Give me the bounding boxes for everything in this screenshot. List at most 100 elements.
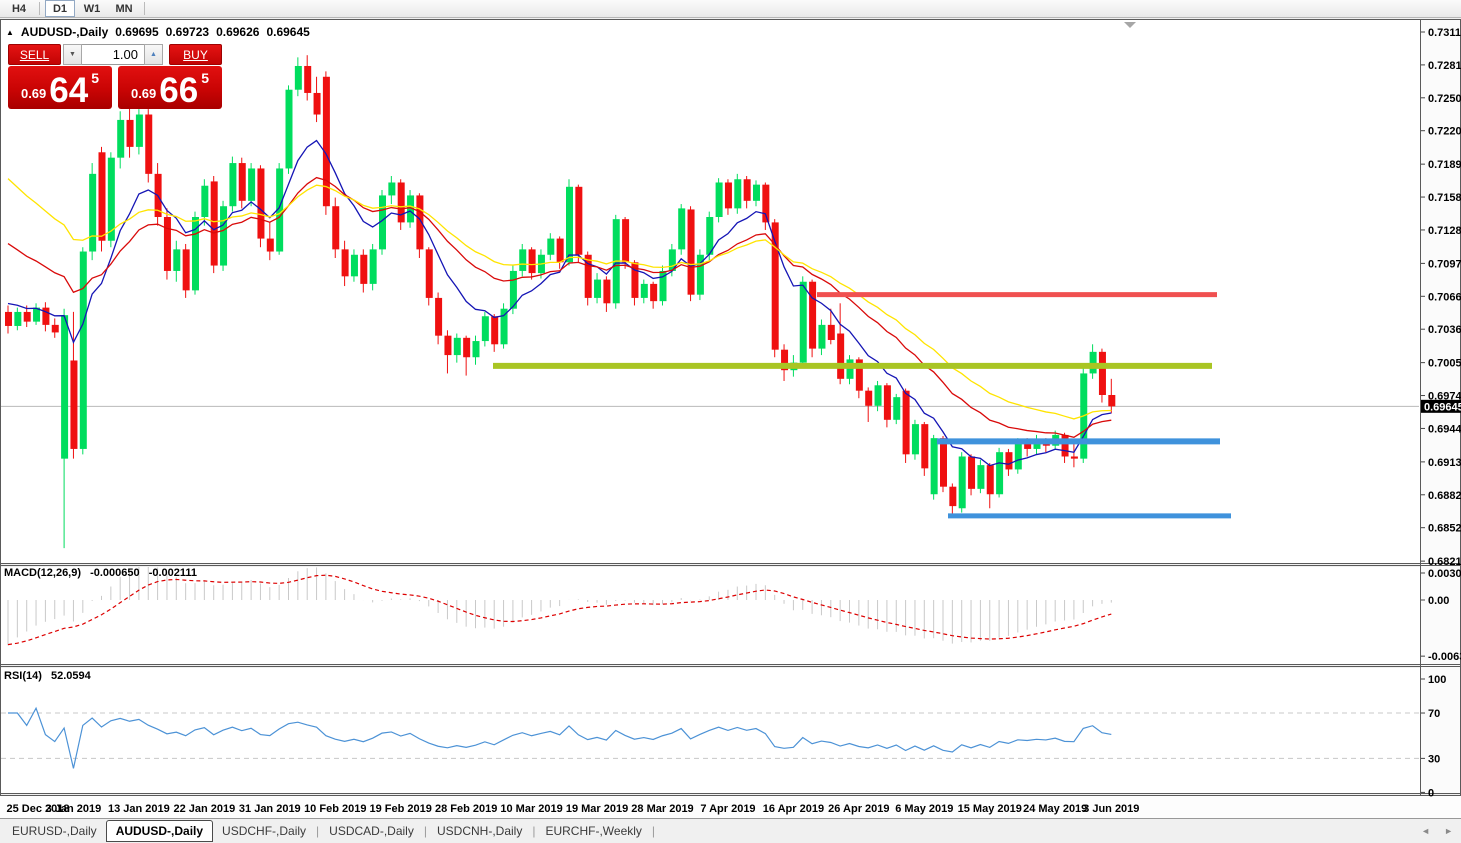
- chart-tab-eurchf-weekly[interactable]: EURCHF-,Weekly: [545, 823, 642, 838]
- candle-body: [229, 163, 237, 207]
- candle-body: [5, 311, 12, 326]
- candle-body: [556, 238, 564, 263]
- date-axis-label: 22 Jan 2019: [173, 803, 235, 815]
- candle-body: [61, 315, 69, 459]
- chart-shift-marker[interactable]: [1124, 22, 1136, 28]
- date-axis-label: 6 May 2019: [895, 803, 953, 815]
- axis-label: 0.69745: [1428, 391, 1461, 403]
- candle-body: [182, 249, 190, 291]
- pane-frame: [0, 19, 1461, 796]
- timeframe-button-W1[interactable]: W1: [83, 2, 101, 15]
- one-click-trading-panel: SELL ▼ ▲ BUY 0.69 64 5 0.69 66 5: [8, 44, 222, 109]
- candle-body: [594, 279, 602, 298]
- candle-body: [930, 438, 938, 495]
- pane-backgrounds: [0, 20, 1461, 818]
- candle-body: [51, 324, 59, 333]
- candle-body: [893, 397, 901, 420]
- axis-label: 0.71585: [1428, 192, 1461, 204]
- buy-price-display[interactable]: 0.69 66 5: [118, 66, 222, 109]
- chart-tab-eurusd-daily[interactable]: EURUSD-,Daily: [12, 823, 97, 838]
- volume-input[interactable]: [82, 44, 144, 65]
- candle-body: [678, 208, 686, 250]
- horizontal-lines-layer: [493, 292, 1231, 519]
- tab-scroll-right-button[interactable]: ►: [1444, 826, 1453, 836]
- candle-body: [734, 179, 742, 209]
- sell-price-display[interactable]: 0.69 64 5: [8, 66, 112, 109]
- volume-increase-button[interactable]: ▲: [144, 44, 163, 65]
- candle-body: [463, 337, 471, 358]
- candle-body: [1061, 434, 1069, 457]
- candle-body: [304, 65, 312, 93]
- candle-body: [14, 311, 22, 326]
- candle-body: [238, 163, 246, 201]
- candle-body: [837, 333, 845, 379]
- candle-body: [163, 217, 171, 271]
- candle-body: [584, 254, 592, 298]
- buy-button[interactable]: BUY: [169, 44, 222, 65]
- axis-label: -0.006311: [1428, 651, 1461, 663]
- candle-body: [547, 238, 555, 255]
- candle-body: [874, 385, 882, 406]
- chart-tab-usdcad-daily[interactable]: USDCAD-,Daily: [329, 823, 414, 838]
- candle-body: [33, 307, 41, 322]
- candle-body: [827, 324, 835, 340]
- date-axis-label: 28 Mar 2019: [631, 803, 693, 815]
- ohlc-low: 0.69626: [216, 25, 260, 39]
- candle-body: [519, 249, 527, 271]
- toolbar-separator: [144, 2, 145, 15]
- date-axis-label: 24 May 2019: [1023, 803, 1087, 815]
- buy-price-pips: 66: [159, 70, 199, 110]
- candle-body: [631, 262, 639, 298]
- chart-tab-usdchf-daily[interactable]: USDCHF-,Daily: [222, 823, 307, 838]
- down-arrow-icon: ▼: [69, 51, 76, 58]
- chart-tab-usdcnh-daily[interactable]: USDCNH-,Daily: [436, 823, 523, 838]
- candle-body: [1070, 456, 1078, 459]
- candle-body: [1005, 452, 1013, 470]
- candle-body: [911, 424, 919, 455]
- axis-label: 0.00: [1428, 595, 1449, 607]
- axis-label: 0.003035: [1428, 568, 1461, 580]
- candle-body: [846, 359, 854, 379]
- date-axis-label: 26 Apr 2019: [828, 803, 889, 815]
- timeframe-button-H4[interactable]: H4: [11, 2, 27, 15]
- candle-body: [360, 254, 368, 284]
- timeframe-button-MN[interactable]: MN: [115, 2, 133, 15]
- collapse-arrow-icon[interactable]: ▲: [6, 27, 14, 37]
- date-axis-label: 19 Feb 2019: [370, 803, 432, 815]
- sell-button[interactable]: SELL: [8, 44, 61, 65]
- ma-slow-yellow: [7, 178, 1112, 420]
- tab-separator: |: [423, 823, 427, 838]
- tab-separator: |: [651, 823, 656, 838]
- candle-body: [1098, 351, 1106, 395]
- candle-body: [322, 76, 330, 207]
- macd-title: MACD(12,26,9): [4, 567, 82, 579]
- candle-body: [70, 360, 78, 449]
- sell-price-pipette: 5: [91, 70, 100, 86]
- volume-decrease-button[interactable]: ▼: [63, 44, 82, 65]
- candle-body: [855, 359, 863, 391]
- candle-body: [1108, 394, 1116, 407]
- candle-body: [762, 184, 770, 223]
- candle-body: [1033, 441, 1041, 449]
- macd-main-value: -0.000650: [90, 567, 140, 579]
- candle-body: [687, 209, 695, 295]
- date-axis-label: 10 Feb 2019: [304, 803, 366, 815]
- candle-body: [42, 307, 50, 325]
- candle-body: [566, 186, 573, 263]
- candle-body: [341, 249, 349, 277]
- tab-scroll-left-button[interactable]: ◄: [1421, 826, 1431, 836]
- axis-label: 30: [1428, 753, 1440, 765]
- date-axis-label: 16 Apr 2019: [763, 803, 824, 815]
- chart-tab-audusd-daily[interactable]: AUDUSD-,Daily: [105, 819, 214, 842]
- candle-body: [818, 324, 826, 349]
- symbol-title: AUDUSD-,Daily: [20, 25, 109, 39]
- candle-body: [996, 452, 1004, 495]
- timeframe-button-D1[interactable]: D1: [45, 0, 75, 17]
- candle-body: [472, 341, 480, 358]
